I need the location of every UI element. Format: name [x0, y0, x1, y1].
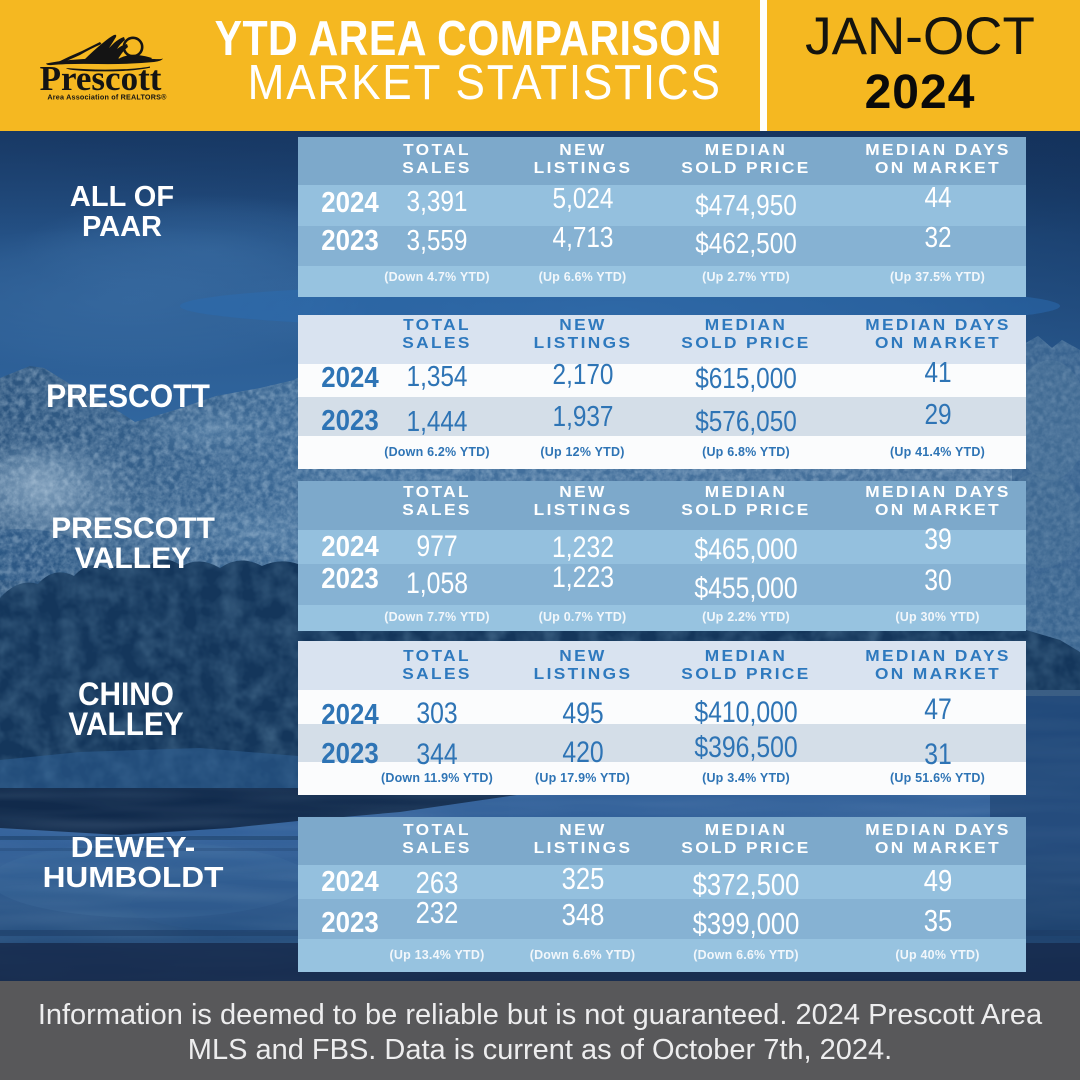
svg-text:Prescott: Prescott: [40, 59, 162, 98]
svg-text:Area Association of REALTORS®: Area Association of REALTORS®: [47, 93, 167, 102]
